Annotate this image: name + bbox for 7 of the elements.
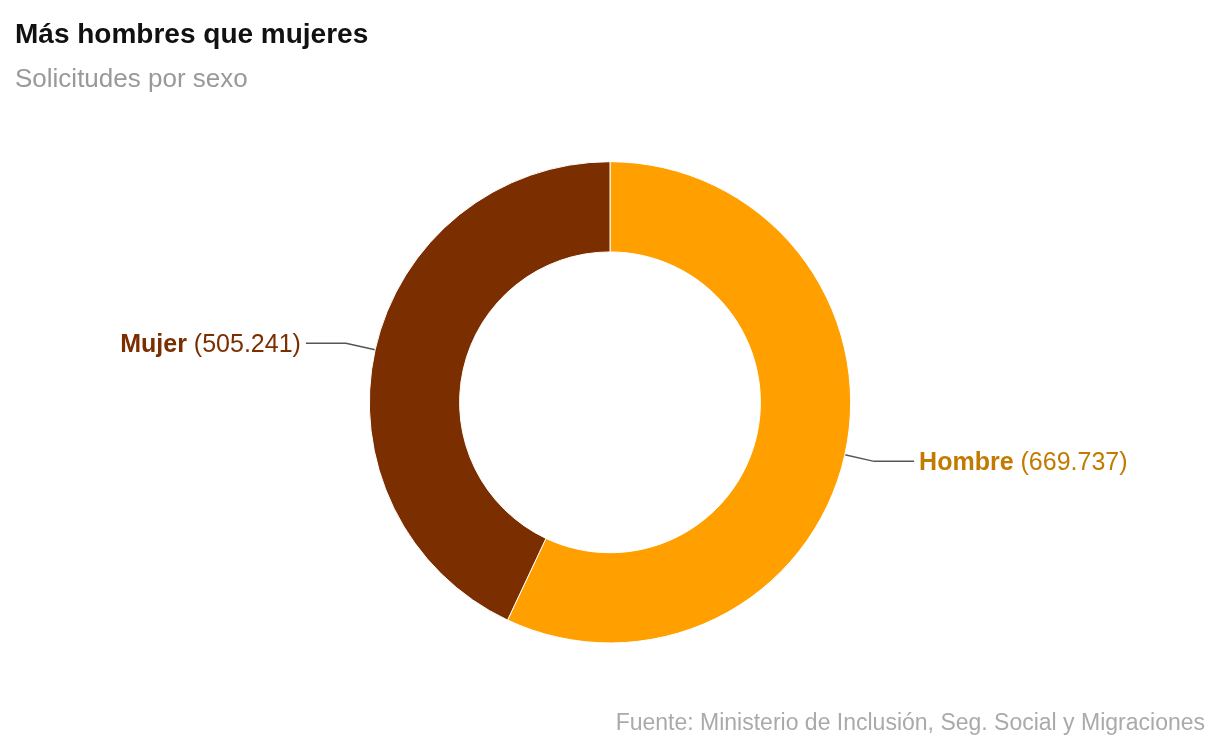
data-label: (669.737) bbox=[1013, 447, 1128, 476]
source-note: Fuente: Ministerio de Inclusión, Seg. Social y Migraciones bbox=[615, 708, 1205, 735]
slice-label: Mujer bbox=[120, 329, 188, 358]
chart-title: Más hombres que mujeres bbox=[15, 17, 369, 49]
data-label: (505.241) bbox=[186, 329, 301, 358]
slice-label: Hombre bbox=[919, 447, 1014, 476]
chart-subtitle: Solicitudes por sexo bbox=[15, 63, 248, 93]
